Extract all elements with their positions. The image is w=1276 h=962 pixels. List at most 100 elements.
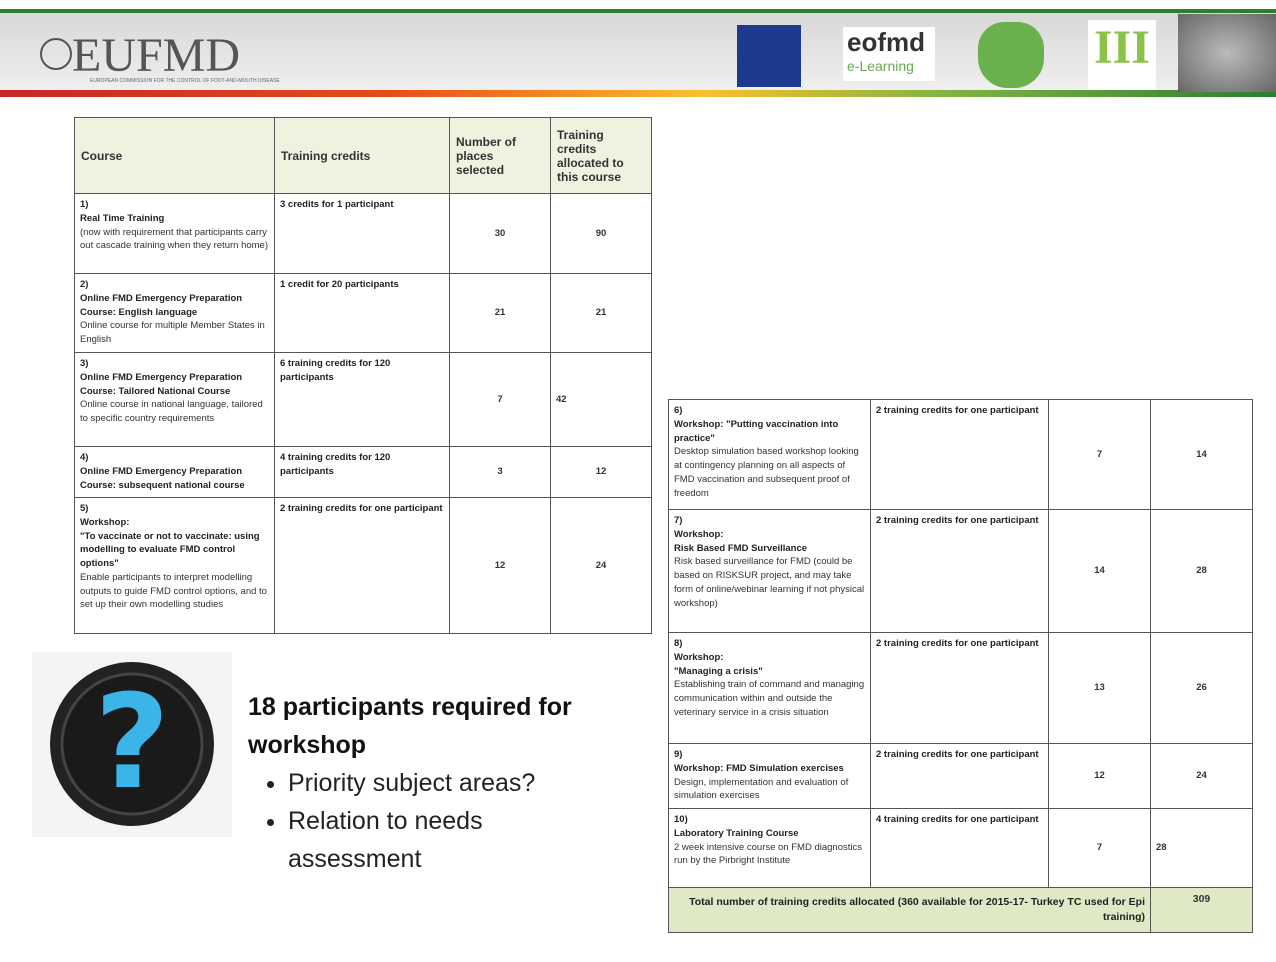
course-number: 6) <box>674 405 683 416</box>
places-cell: 7 <box>1048 399 1151 510</box>
course-cell: 1) Real Time Training (now with requiremen… <box>74 193 275 274</box>
callout: 18 participants required for workshop Pr… <box>248 688 608 878</box>
course-number: 1) <box>80 199 89 210</box>
course-cell: 3) Online FMD Emergency Preparation Cours… <box>74 352 275 447</box>
logo: EUFMD <box>72 29 241 82</box>
course-description: Design, implementation and evaluation of… <box>674 776 849 802</box>
total-row: Total number of training credits allocat… <box>668 887 1253 933</box>
header-cell: Training credits <box>274 117 450 194</box>
allocated-cell: 24 <box>1150 743 1253 809</box>
course-description: Online course for multiple Member States… <box>80 320 265 346</box>
course-number: 7) <box>674 515 683 526</box>
course-title: Workshop: "Putting vaccination into prac… <box>674 418 839 444</box>
svg-text:?: ? <box>94 666 169 818</box>
course-title: "Managing a crisis" <box>674 665 763 677</box>
course-title: Workshop: FMD Simulation exercises <box>674 762 844 774</box>
allocated-cell: 90 <box>550 193 652 274</box>
callout-heading: 18 participants required for workshop <box>248 693 572 759</box>
places-cell: 7 <box>449 352 551 447</box>
eu-flag <box>737 25 801 87</box>
allocated-cell: 24 <box>550 497 652 634</box>
course-title: Risk Based FMD Surveillance <box>674 542 808 554</box>
course-cell: 2) Online FMD Emergency Preparation Cours… <box>74 273 275 353</box>
iii-logo: III <box>1088 20 1156 90</box>
allocated-cell: 42 <box>550 352 652 447</box>
course-number: 9) <box>674 749 683 760</box>
course-title: Online FMD Emergency Preparation Course:… <box>80 292 243 318</box>
course-description: Enable participants to interpret modelli… <box>80 571 267 611</box>
course-title: "To vaccinate or not to vaccinate: using… <box>80 530 260 570</box>
course-number: 5) <box>80 503 89 514</box>
course-description: Risk based surveillance for FMD (could b… <box>674 556 865 609</box>
places-cell: 12 <box>449 497 551 634</box>
course-title: Workshop: <box>80 516 130 528</box>
course-number: 3) <box>80 358 89 369</box>
credits-table-1: Course Training credits Number of places s… <box>74 117 652 634</box>
places-cell: 12 <box>1048 743 1151 809</box>
allocated-cell: 14 <box>1150 399 1253 510</box>
course-number: 10) <box>674 814 688 825</box>
course-description: (now with requirement that participants … <box>80 226 268 252</box>
credits-cell: 2 training credits for one participant <box>870 743 1049 809</box>
course-title: Online FMD Emergency Preparation Course:… <box>80 371 243 397</box>
table-row: 10) Laboratory Training Course 2 week inte… <box>668 808 1253 888</box>
course-cell: 4) Online FMD Emergency Preparation Cours… <box>74 446 275 498</box>
course-cell: 7) Workshop: Risk Based FMD Surveillance Ri… <box>668 509 871 633</box>
course-description: 2 week intensive course on FMD diagnosti… <box>674 841 862 867</box>
course-number: 4) <box>80 452 89 463</box>
allocated-cell: 26 <box>1150 632 1253 744</box>
total-label: Total number of training credits allocat… <box>668 887 1151 933</box>
question-svg: ? <box>50 662 214 826</box>
logo-subtitle: EUROPEAN COMMISSION FOR THE CONTROL OF F… <box>90 78 280 84</box>
header-stripe <box>0 90 1276 97</box>
allocated-cell: 21 <box>550 273 652 353</box>
header-band <box>0 0 1276 97</box>
allocated-cell: 12 <box>550 446 652 498</box>
header-cell: Number of places selected <box>449 117 551 194</box>
table-row: 7) Workshop: Risk Based FMD Surveillance Ri… <box>668 509 1253 633</box>
header-cell: Course <box>74 117 275 194</box>
places-cell: 7 <box>1048 808 1151 888</box>
table-row: 5) Workshop: "To vaccinate or not to vacci… <box>74 497 652 634</box>
question-icon: ? <box>32 652 232 837</box>
course-title: Real Time Training <box>80 212 165 224</box>
course-title: Laboratory Training Course <box>674 827 799 839</box>
course-cell: 10) Laboratory Training Course 2 week inte… <box>668 808 871 888</box>
credits-cell: 4 training credits for one participant <box>870 808 1049 888</box>
course-title: Workshop: <box>674 651 724 663</box>
places-cell: 30 <box>449 193 551 274</box>
allocated-cell: 28 <box>1150 509 1253 633</box>
course-cell: 8) Workshop: "Managing a crisis" Establishi… <box>668 632 871 744</box>
table-row: 2) Online FMD Emergency Preparation Cours… <box>74 273 652 353</box>
credits-cell: 6 training credits for 120 participants <box>274 352 450 447</box>
table-row: 6) Workshop: "Putting vaccination into pr… <box>668 399 1253 510</box>
places-cell: 14 <box>1048 509 1151 633</box>
table-row: 9) Workshop: FMD Simulation exercises Desi… <box>668 743 1253 809</box>
bullet-list: Priority subject areas?Relation to needs… <box>248 764 608 878</box>
bullet: Relation to needs assessment <box>288 802 608 878</box>
places-cell: 13 <box>1048 632 1151 744</box>
course-description: Desktop simulation based workshop lookin… <box>674 446 859 499</box>
table-row: 1) Real Time Training (now with requiremen… <box>74 193 652 274</box>
credits-cell: 2 training credits for one participant <box>870 509 1049 633</box>
credits-cell: 3 credits for 1 participant <box>274 193 450 274</box>
allocated-cell: 28 <box>1150 808 1253 888</box>
fao-emblem <box>40 38 72 70</box>
table-row: 4) Online FMD Emergency Preparation Cours… <box>74 446 652 498</box>
credits-cell: 2 training credits for one participant <box>870 399 1049 510</box>
course-number: 8) <box>674 638 683 649</box>
course-number: 2) <box>80 279 89 290</box>
coin-image <box>1178 14 1276 92</box>
eofmd-logo: eofmd e-Learning <box>843 27 935 81</box>
credits-cell: 2 training credits for one participant <box>870 632 1049 744</box>
hoof-logo <box>978 22 1044 88</box>
course-description: Establishing train of command and managi… <box>674 679 865 718</box>
header-cell: Training credits allocated to this cours… <box>550 117 652 194</box>
credits-cell: 4 training credits for 120 participants <box>274 446 450 498</box>
places-cell: 21 <box>449 273 551 353</box>
eofmd-text: eofmd <box>847 27 925 57</box>
places-cell: 3 <box>449 446 551 498</box>
course-description: Online course in national language, tail… <box>80 399 263 425</box>
credits-cell: 2 training credits for one participant <box>274 497 450 634</box>
